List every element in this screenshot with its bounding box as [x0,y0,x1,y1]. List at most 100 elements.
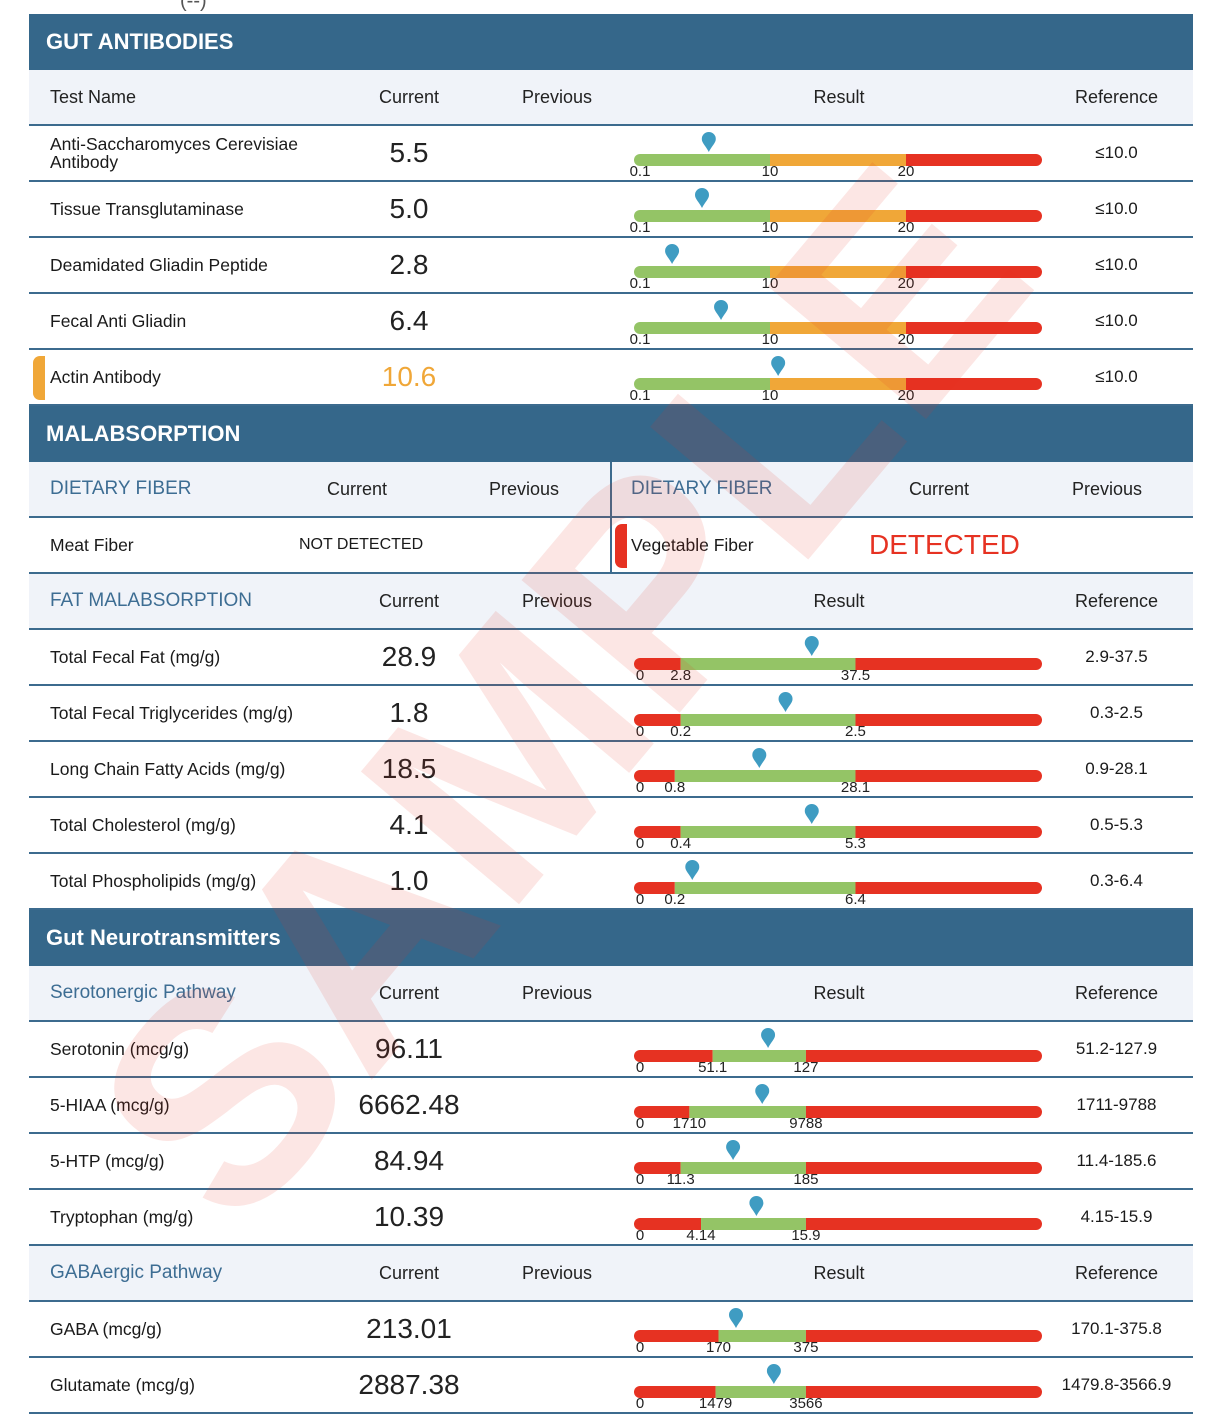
previous-value [502,742,612,796]
zone-red [805,1050,1042,1062]
previous-value [502,1358,612,1412]
result-marker-icon [771,356,786,376]
fiber-left-title: DIETARY FIBER [50,478,192,499]
tick-label: 2.5 [845,723,866,740]
bar-zones [634,1386,1042,1398]
tick-label: 0.1 [630,387,651,404]
result-scale: 0.1 10 20 [630,238,1042,294]
result-marker-icon [714,300,729,320]
tick-label: 20 [898,387,915,404]
test-name: Serotonin (mcg/g) [50,1039,190,1059]
tick-label: 0 [636,835,644,852]
result-scale-svg: 0.1 10 20 [630,244,1042,292]
previous-value [502,126,612,180]
zone-orange [770,378,906,390]
table-row: Total Cholesterol (mg/g) 4.1 0.5-5.3 0 0.4 5.… [29,798,1193,854]
result-scale: 0 11.3 185 [634,1134,1042,1190]
tick-label: 20 [898,163,915,180]
result-scale: 0 0.2 2.5 [634,686,1042,742]
tick-label: 11.3 [667,1171,695,1188]
zone-green [674,882,856,894]
col-reference: Reference [1074,590,1159,611]
test-name: Actin Antibody [50,367,161,387]
fat-rows: Total Fecal Fat (mg/g) 28.9 2.9-37.5 0 2.8 37… [29,630,1193,910]
test-name: Total Cholesterol (mg/g) [50,815,236,835]
zone-red [634,1050,713,1062]
result-marker-icon [665,244,680,264]
col-gabaergic-title: GABAergic Pathway [50,1262,223,1283]
vegetable-fiber-value: DETECTED [869,529,1020,560]
previous-value [502,1078,612,1132]
zone-orange [770,322,906,334]
tick-label: 127 [793,1059,818,1076]
col-result: Result [813,982,865,1003]
result-scale-svg: 0.1 10 20 [630,188,1042,236]
result-marker-icon [701,132,716,152]
table-row: GABA (mcg/g) 213.01 170.1-375.8 0 170 375 [29,1302,1193,1358]
bar-zones [634,1218,1042,1230]
reference-range: ≤10.0 [1095,199,1138,218]
fiber-right-current: Current [909,478,970,499]
table-row: Glutamate (mcg/g) 2887.38 1479.8-3566.9 0 14… [29,1358,1193,1414]
result-scale: 0.1 10 20 [630,182,1042,238]
zone-red [906,266,1042,278]
zone-red [634,882,675,894]
reference-range: 51.2-127.9 [1075,1039,1158,1058]
tick-label: 5.3 [845,835,866,852]
tick-label: 20 [898,275,915,292]
result-scale-svg: 0 4.14 15.9 [634,1195,1042,1244]
zone-red [634,658,681,670]
fiber-right-title: DIETARY FIBER [631,478,773,499]
tick-label: 10 [762,163,779,180]
result-marker-icon [726,1140,741,1160]
previous-value [502,1190,612,1244]
table-row: Actin Antibody 10.6 ≤10.0 0.1 10 20 [29,350,1193,406]
reference-range: ≤10.0 [1095,367,1138,386]
col-serotonergic-title: Serotonergic Pathway [50,982,236,1003]
section-gut-antibodies: GUT ANTIBODIES [29,14,1193,70]
tick-label: 4.14 [686,1227,715,1244]
result-scale-svg: 0 0.8 28.1 [634,748,1042,796]
tick-label: 10 [762,275,779,292]
zone-red [634,770,675,782]
zone-orange [770,266,906,278]
zone-red [634,1330,719,1342]
previous-value [502,1022,612,1076]
report-sheet: GUT ANTIBODIES Test Name Current Previou… [29,14,1193,1414]
test-name: GABA (mcg/g) [50,1319,162,1339]
table-row: Total Fecal Fat (mg/g) 28.9 2.9-37.5 0 2.8 37… [29,630,1193,686]
reference-range: 4.15-15.9 [1080,1207,1153,1226]
result-scale-svg: 0 0.4 5.3 [634,804,1042,852]
zone-green [634,154,770,166]
col-previous: Previous [521,1262,593,1283]
result-scale: 0 2.8 37.5 [634,630,1042,686]
tick-label: 2.8 [670,667,691,684]
result-scale-svg: 0 51.1 127 [634,1028,1042,1076]
table-row: 5-HIAA (mcg/g) 6662.48 1711-9788 0 1710 9788 [29,1078,1193,1134]
zone-red [906,378,1042,390]
col-current: Current [378,1262,440,1283]
current-value: 96.11 [375,1033,443,1064]
zone-green [701,1218,806,1230]
reference-range: 0.3-2.5 [1090,703,1143,722]
tick-label: 375 [793,1339,818,1356]
tick-label: 185 [793,1171,818,1188]
table-row: Tissue Transglutaminase 5.0 ≤10.0 0.1 10 20 [29,182,1193,238]
tick-label: 15.9 [791,1227,820,1244]
zone-green [680,714,856,726]
tick-label: 20 [898,331,915,348]
current-value: 213.01 [366,1313,452,1344]
tick-label: 1479 [699,1395,732,1412]
zone-green [689,1106,806,1118]
bar-zones [634,658,1042,670]
reference-range: ≤10.0 [1095,143,1138,162]
test-name: Tissue Transglutaminase [50,199,244,219]
zone-red [805,1386,1042,1398]
table-row: Serotonin (mcg/g) 96.11 51.2-127.9 0 51.1 127 [29,1022,1193,1078]
reference-range: 0.5-5.3 [1090,815,1143,834]
zone-orange [770,210,906,222]
zone-red [855,826,1042,838]
zone-red [855,658,1042,670]
bar-zones [634,714,1042,726]
test-name: Total Fecal Triglycerides (mg/g) [50,703,294,723]
